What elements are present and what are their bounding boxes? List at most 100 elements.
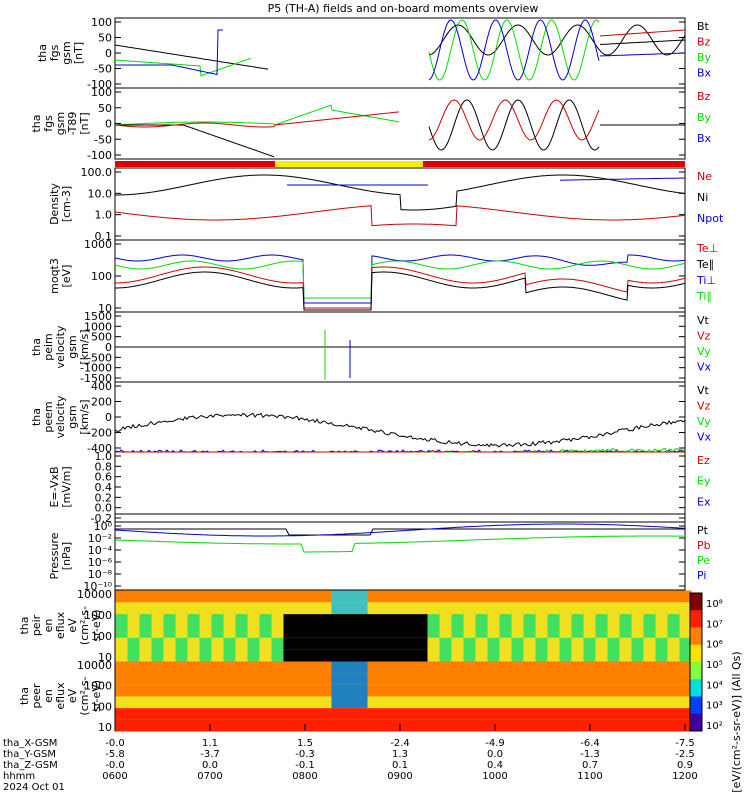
heatmap-cell-peer — [331, 673, 344, 685]
x-row-label: tha_Z-GSM — [3, 760, 58, 771]
heatmap-cell-peer — [211, 708, 224, 720]
y-axis-label: eflux — [54, 682, 67, 710]
heatmap-cell-peer — [247, 719, 260, 732]
heatmap-cell-peir — [115, 649, 128, 662]
heatmap-cell-peer — [619, 708, 632, 720]
y-axis-label: tha — [30, 114, 43, 132]
x-row-label: hhmm — [3, 771, 35, 782]
heatmap-cell-peir — [295, 590, 308, 603]
heatmap-cell-peer — [475, 673, 488, 685]
heatmap-cell-peir — [115, 590, 128, 603]
heatmap-cell-peir — [343, 649, 356, 662]
heatmap-cell-peir — [439, 590, 452, 603]
heatmap-cell-peer — [463, 673, 476, 685]
heatmap-cell-peer — [595, 719, 608, 732]
heatmap-cell-peer — [451, 696, 464, 709]
heatmap-cell-peer — [427, 661, 440, 674]
heatmap-cell-peir — [547, 626, 560, 638]
heatmap-cell-peir — [595, 602, 608, 615]
heatmap-cell-peir — [619, 590, 632, 603]
heatmap-cell-peer — [307, 696, 320, 709]
heatmap-cell-peir — [463, 614, 476, 626]
heatmap-cell-peer — [595, 673, 608, 685]
heatmap-cell-peir — [139, 637, 152, 650]
heatmap-cell-peir — [295, 614, 308, 626]
heatmap-cell-peir — [211, 614, 224, 626]
heatmap-cell-peir — [331, 649, 344, 662]
y-tick-label: -100 — [87, 149, 112, 162]
legend-Te∥: Te∥ — [696, 258, 714, 271]
heatmap-cell-peir — [487, 614, 500, 626]
heatmap-cell-peir — [175, 626, 188, 638]
heatmap-cell-peer — [559, 696, 572, 709]
heatmap-cell-peir — [571, 614, 584, 626]
heatmap-cell-peer — [355, 719, 368, 732]
series-bx-osc — [428, 19, 600, 81]
heatmap-cell-peer — [535, 661, 548, 674]
heatmap-cell-peir — [379, 649, 392, 662]
heatmap-cell-peir — [187, 626, 200, 638]
heatmap-cell-peir — [583, 649, 596, 662]
heatmap-cell-peir — [283, 602, 296, 615]
heatmap-cell-peir — [511, 626, 524, 638]
heatmap-cell-peir — [595, 590, 608, 603]
legend-Ti∥: Ti∥ — [696, 290, 712, 303]
y-axis-label: peir — [30, 614, 43, 636]
heatmap-cell-peir — [319, 602, 332, 615]
y-axis-label: peer — [30, 683, 43, 709]
heatmap-cell-peir — [355, 637, 368, 650]
heatmap-cell-peer — [511, 719, 524, 732]
x-row-value: 0700 — [197, 771, 222, 782]
heatmap-cell-peer — [235, 708, 248, 720]
legend-Bx: Bx — [697, 132, 712, 145]
heatmap-cell-peir — [151, 590, 164, 603]
heatmap-cell-peir — [643, 637, 656, 650]
y-tick-label: 10 — [98, 721, 112, 734]
y-tick-label: -0.2 — [91, 512, 112, 525]
series-by-osc — [428, 19, 600, 81]
heatmap-cell-peer — [391, 696, 404, 709]
heatmap-cell-peer — [343, 661, 356, 674]
heatmap-cell-peir — [295, 637, 308, 650]
series-te-par — [115, 271, 686, 311]
heatmap-cell-peer — [463, 661, 476, 674]
heatmap-cell-peer — [115, 719, 128, 732]
y-axis-label: gsm — [66, 335, 79, 358]
heatmap-cell-peir — [247, 649, 260, 662]
y-axis-label: moqt3 — [48, 258, 61, 294]
heatmap-cell-peir — [607, 626, 620, 638]
y-tick-label: 50 — [98, 102, 112, 115]
colorbar-segment — [690, 627, 702, 646]
panel-frame — [114, 17, 686, 89]
y-axis-label: tha — [36, 44, 49, 62]
y-axis-label: gsm — [66, 405, 79, 428]
heatmap-cell-peer — [235, 661, 248, 674]
heatmap-cell-peir — [583, 637, 596, 650]
heatmap-cell-peer — [523, 661, 536, 674]
heatmap-cell-peer — [499, 696, 512, 709]
heatmap-cell-peir — [235, 649, 248, 662]
y-tick-label: 10000 — [77, 659, 112, 672]
heatmap-cell-peir — [163, 614, 176, 626]
heatmap-cell-peer — [379, 673, 392, 685]
heatmap-cell-peir — [451, 590, 464, 603]
heatmap-cell-peir — [319, 626, 332, 638]
y-tick-label: 10000 — [77, 588, 112, 601]
heatmap-cell-peir — [331, 637, 344, 650]
heatmap-cell-peir — [187, 614, 200, 626]
heatmap-cell-peer — [379, 661, 392, 674]
legend-Pb: Pb — [697, 539, 711, 552]
heatmap-cell-peir — [115, 626, 128, 638]
y-axis-label: velocity — [54, 395, 67, 438]
legend-Vx: Vx — [697, 361, 712, 374]
heatmap-cell-peer — [139, 661, 152, 674]
y-axis-label: velocity — [54, 325, 67, 368]
heatmap-cell-peer — [319, 708, 332, 720]
y-tick-label: 10 — [98, 302, 112, 315]
heatmap-cell-peer — [475, 708, 488, 720]
legend-Vy: Vy — [697, 415, 711, 428]
heatmap-cell-peir — [571, 626, 584, 638]
heatmap-cell-peer — [511, 696, 524, 709]
heatmap-cell-peir — [643, 602, 656, 615]
heatmap-cell-peir — [535, 614, 548, 626]
